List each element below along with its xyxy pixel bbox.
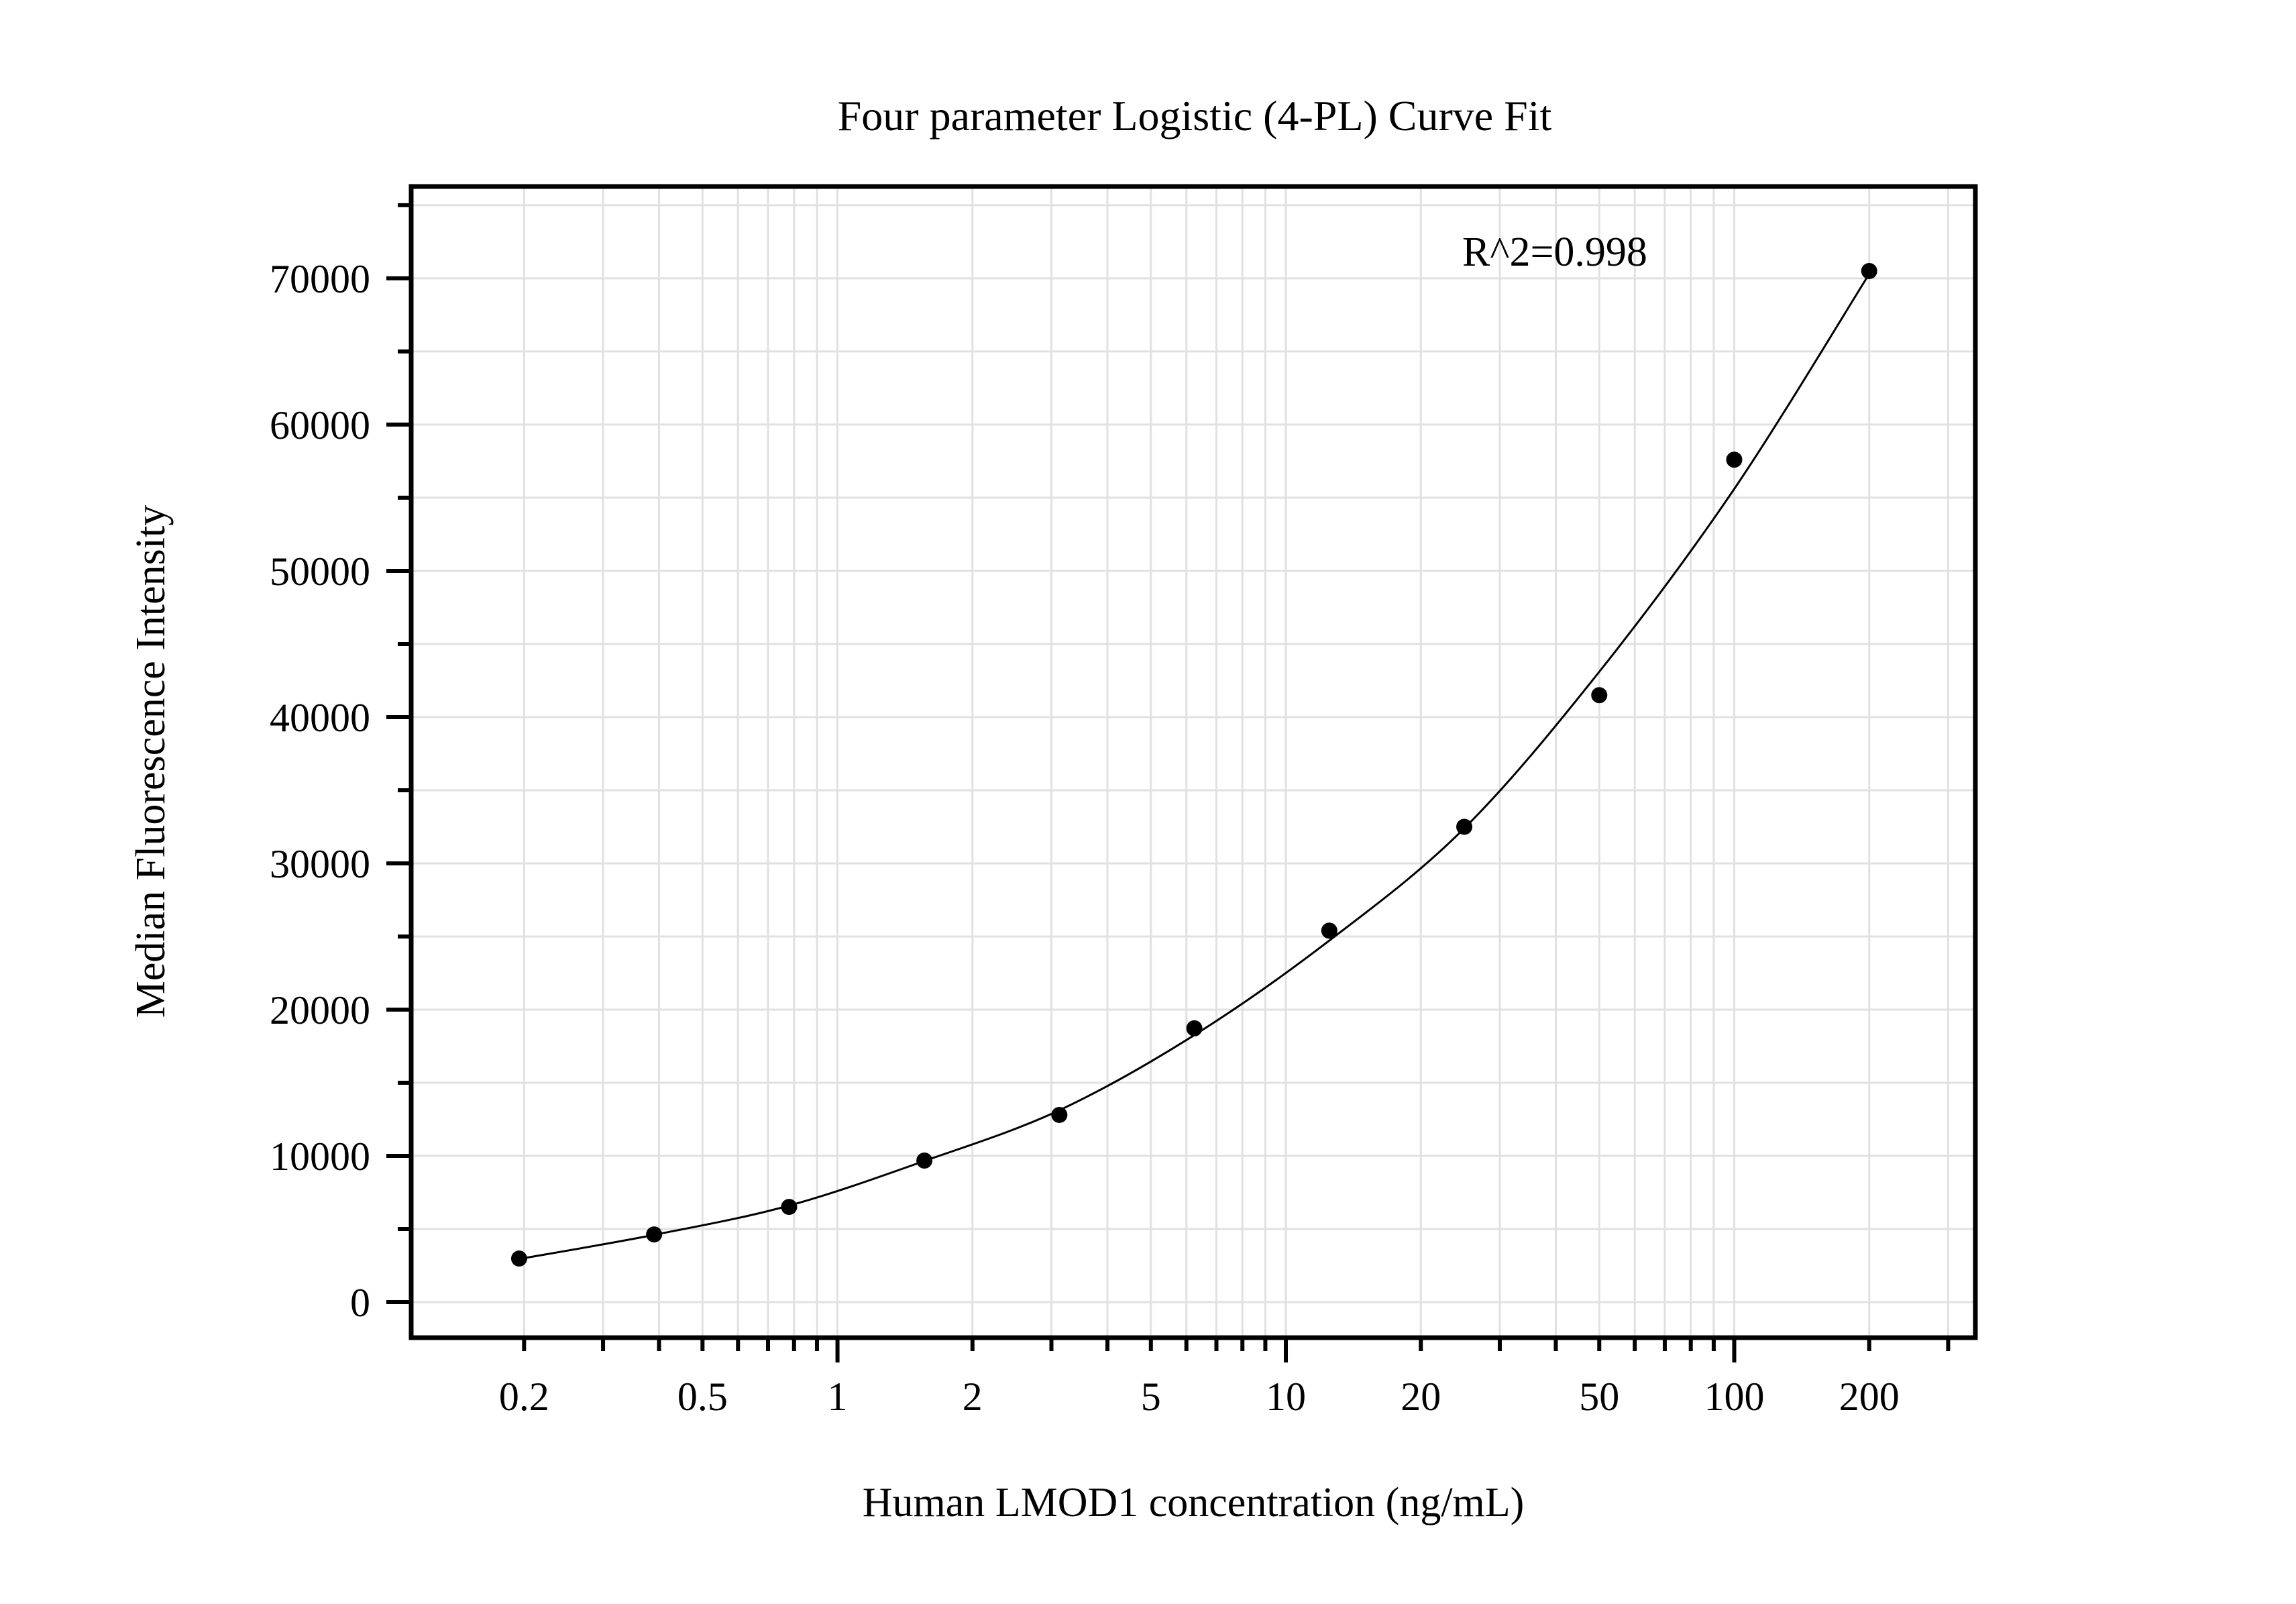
x-tick-label: 1: [828, 1375, 848, 1419]
chart-title: Four parameter Logistic (4-PL) Curve Fit: [838, 92, 1552, 140]
x-tick-label: 5: [1141, 1375, 1161, 1419]
plot-frame: [408, 184, 1978, 1340]
data-points: [510, 263, 1877, 1267]
x-tick-label: 10: [1266, 1375, 1306, 1419]
data-point: [1591, 687, 1608, 704]
data-point: [916, 1152, 933, 1169]
gridlines: [411, 186, 1975, 1338]
data-point: [1456, 818, 1473, 835]
data-point: [1861, 263, 1877, 280]
fit-curve-path: [518, 273, 1870, 1261]
data-point: [781, 1199, 798, 1216]
x-tick-label: 0.5: [677, 1375, 728, 1419]
y-tick-label: 60000: [270, 403, 370, 447]
y-tick-label: 70000: [270, 257, 370, 301]
data-point: [1051, 1106, 1068, 1123]
r-squared-annotation: R^2=0.998: [1462, 229, 1647, 275]
x-tick-label: 20: [1401, 1375, 1441, 1419]
axis-ticks: [386, 203, 1951, 1362]
fit-curve: [518, 273, 1870, 1261]
y-tick-label: 20000: [270, 988, 370, 1032]
data-point: [510, 1250, 527, 1267]
x-axis-label: Human LMOD1 concentration (ng/mL): [863, 1480, 1525, 1526]
data-point: [1186, 1020, 1203, 1036]
data-point: [1321, 922, 1337, 939]
x-tick-label: 200: [1839, 1375, 1900, 1419]
tick-labels: 0.2 0.5 1 2 5 10 20 50 100 200 0 10000 20000 30000 400…: [270, 257, 1900, 1419]
y-tick-label: 30000: [270, 842, 370, 886]
x-tick-label: 100: [1704, 1375, 1764, 1419]
x-tick-label: 0.2: [499, 1375, 549, 1419]
y-tick-label: 0: [350, 1281, 370, 1325]
data-point: [646, 1226, 663, 1243]
y-tick-label: 10000: [270, 1134, 370, 1179]
x-tick-label: 2: [963, 1375, 983, 1419]
y-tick-label: 40000: [270, 696, 370, 740]
y-tick-label: 50000: [270, 549, 370, 594]
data-point: [1726, 451, 1743, 468]
y-axis-label: Median Fluorescence Intensity: [128, 505, 174, 1018]
x-tick-label: 50: [1579, 1375, 1619, 1419]
